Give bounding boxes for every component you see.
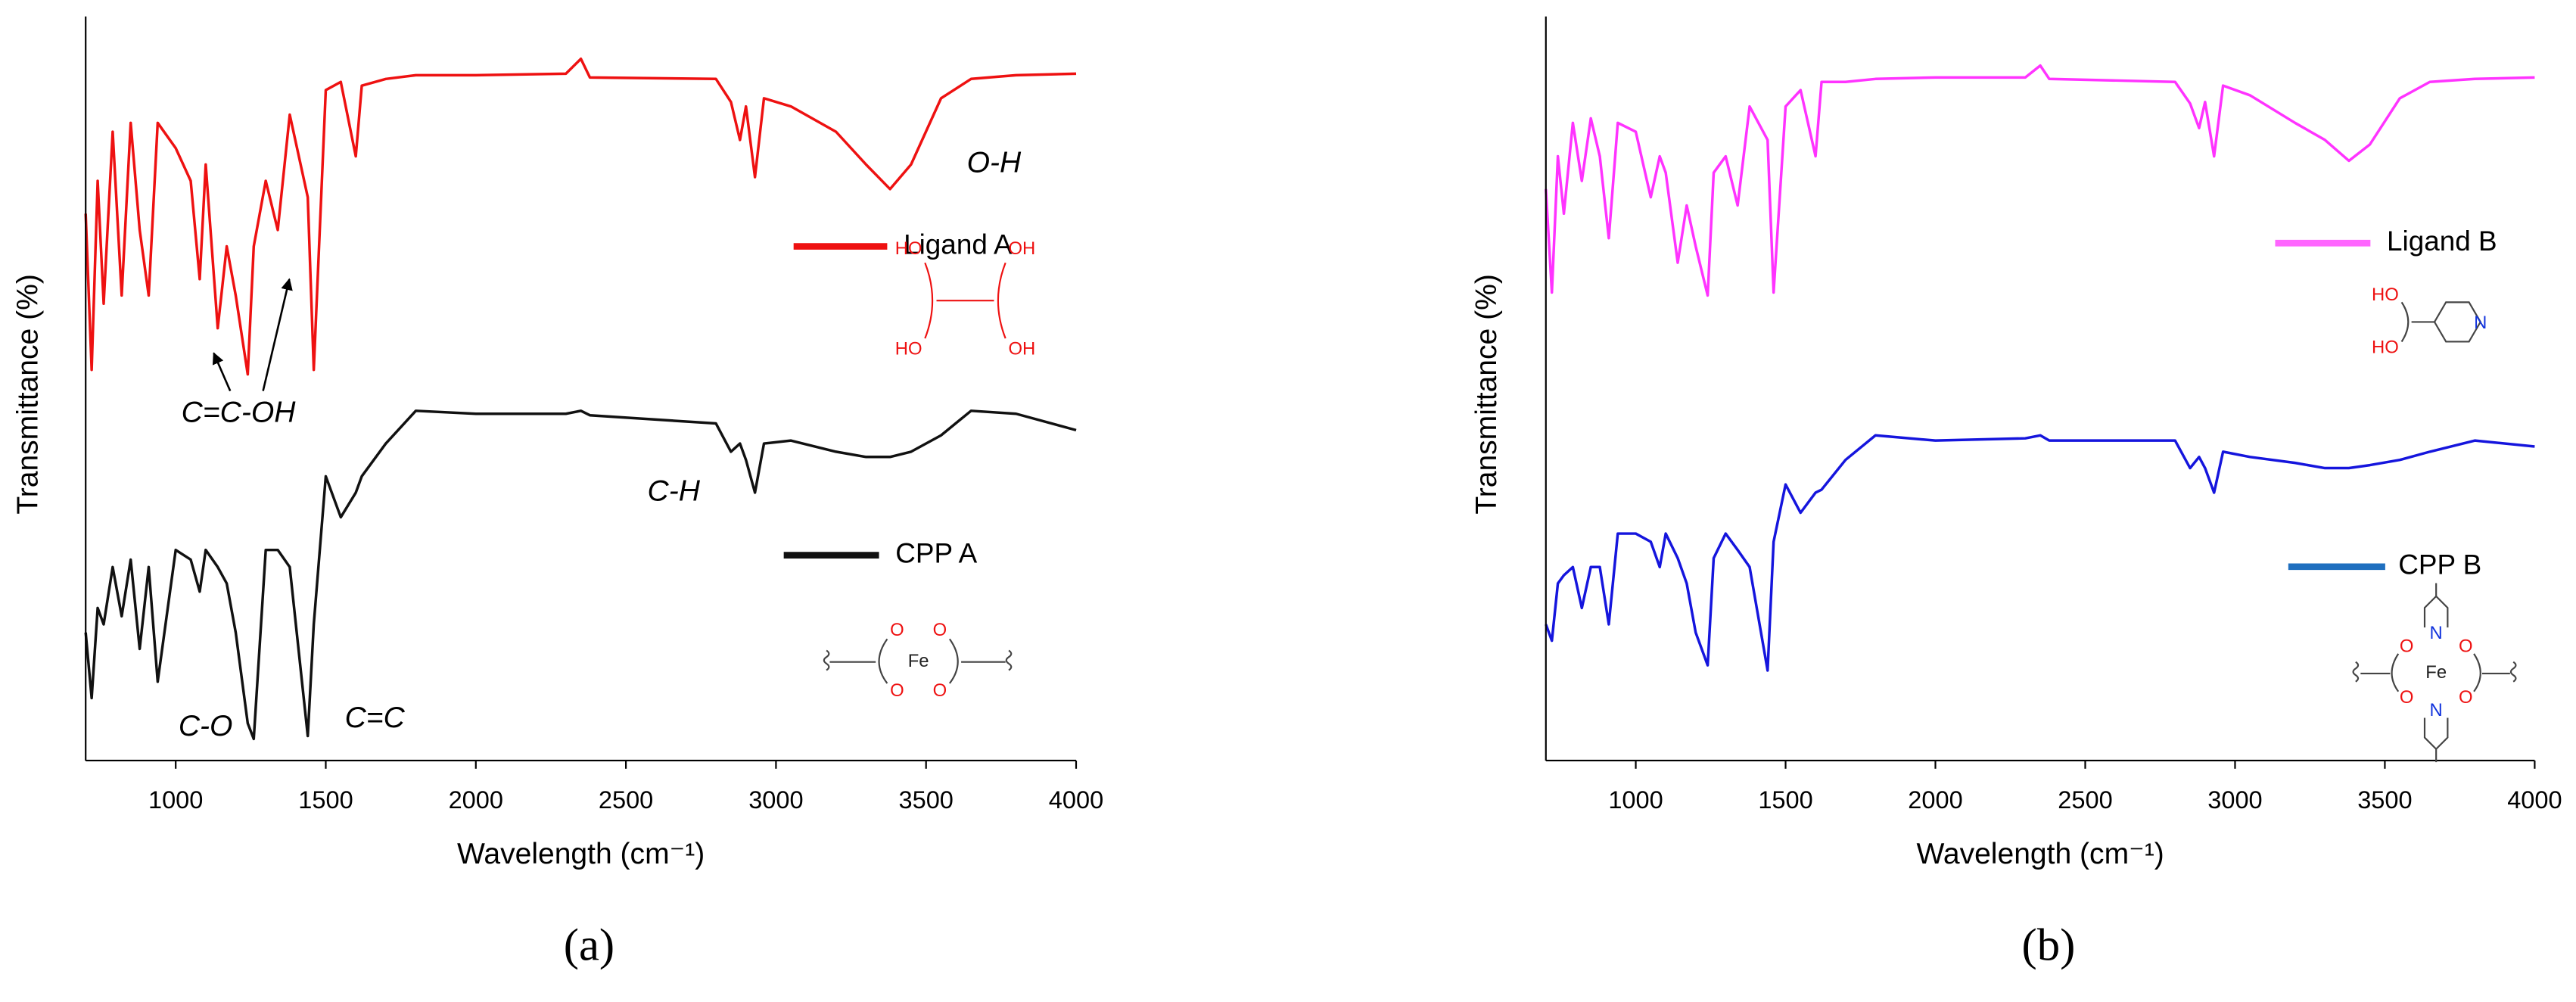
spectrum-line <box>1545 434 2535 672</box>
structure-atom: HO <box>2372 285 2399 305</box>
x-axis-title: Wavelength (cm⁻¹) <box>1916 838 2164 870</box>
spectrum-line <box>84 409 1077 741</box>
legend-label: CPP A <box>895 537 977 568</box>
structure-bond <box>2473 653 2481 692</box>
structure-bond <box>2509 661 2517 683</box>
spectrum-line <box>84 58 1077 376</box>
structure-atom: O <box>2400 687 2414 708</box>
annotation: C-O <box>179 710 233 742</box>
structure-bond <box>2433 301 2482 343</box>
structure-atom: N <box>2430 700 2443 720</box>
y-axis-title: Transmittance (%) <box>12 274 45 515</box>
x-tick-label: 1000 <box>148 786 203 814</box>
structure-atom: O <box>2459 636 2473 656</box>
structure-bond <box>823 649 830 671</box>
x-tick-label: 1500 <box>298 786 353 814</box>
annotation-arrow <box>262 278 293 391</box>
structure-atom: Fe <box>908 651 929 671</box>
structure-bond <box>1005 649 1013 671</box>
x-tick-label: 2000 <box>1908 786 1962 814</box>
structure-atom: N <box>2474 313 2487 333</box>
x-tick-label: 3000 <box>2207 786 2262 814</box>
structure-atom: HO <box>895 238 922 259</box>
x-tick-label: 2500 <box>2058 786 2112 814</box>
legend-label: CPP B <box>2398 549 2481 580</box>
structure-bond <box>2423 717 2449 751</box>
structure-atom: O <box>933 620 947 640</box>
structure-atom: OH <box>1008 238 1035 259</box>
structure-bond <box>2400 301 2410 343</box>
legend-label: Ligand B <box>2387 226 2497 257</box>
structure-atom: O <box>890 680 904 701</box>
x-tick-label: 3000 <box>748 786 803 814</box>
x-tick-label: 3500 <box>2357 786 2412 814</box>
x-axis-title: Wavelength (cm⁻¹) <box>457 838 705 870</box>
structure-atom: OH <box>1008 339 1035 359</box>
annotation: C=C <box>345 702 406 734</box>
x-tick-label: 1500 <box>1758 786 1812 814</box>
structure-atom: O <box>2400 636 2414 656</box>
structure-atom: O <box>890 620 904 640</box>
panel-label: (a) <box>564 920 614 970</box>
x-tick-label: 1000 <box>1608 786 1663 814</box>
structure-bond <box>2352 661 2360 683</box>
structure-bond <box>2391 653 2400 692</box>
annotation: O-H <box>967 146 1022 179</box>
structure-atom: HO <box>2372 337 2399 357</box>
y-axis-title: Transmittance (%) <box>1470 274 1503 515</box>
spectrum-line <box>1545 64 2535 297</box>
x-tick-label: 2500 <box>599 786 653 814</box>
structure-atom: HO <box>895 339 922 359</box>
x-tick-label: 4000 <box>2507 786 2562 814</box>
panel-label: (b) <box>2022 920 2076 970</box>
legend-label: Ligand A <box>904 229 1013 260</box>
structure-atom: O <box>2459 687 2473 708</box>
structure-atom: N <box>2430 623 2443 643</box>
structure-bond <box>878 638 888 684</box>
structure-bond <box>924 262 934 339</box>
structure-bond <box>997 262 1006 339</box>
annotation: C=C-OH <box>182 396 297 428</box>
x-tick-label: 2000 <box>449 786 503 814</box>
structure-atom: Fe <box>2425 662 2447 683</box>
annotation-arrow <box>212 352 232 392</box>
annotation: C-H <box>648 475 701 507</box>
structure-atom: O <box>933 680 947 701</box>
x-tick-label: 3500 <box>898 786 953 814</box>
x-tick-label: 4000 <box>1049 786 1103 814</box>
structure-bond <box>948 638 959 684</box>
